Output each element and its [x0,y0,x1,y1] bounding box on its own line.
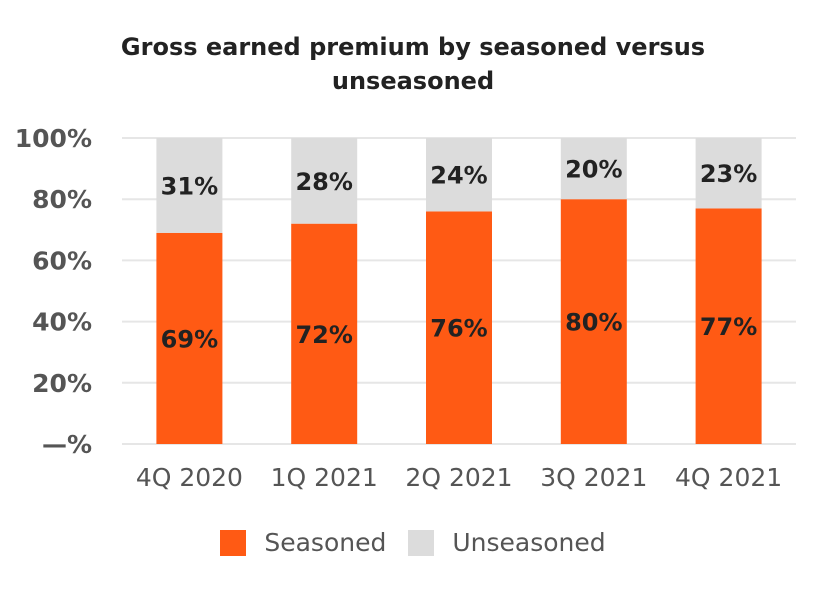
chart-title-line-1: Gross earned premium by seasoned versus [120,33,706,61]
x-tick-label: 4Q 2020 [136,463,243,492]
x-tick-label: 4Q 2021 [675,463,782,492]
y-tick-label: 60% [32,246,92,275]
legend-label-unseasoned: Unseasoned [452,528,606,557]
bar-unseasoned [291,138,358,224]
y-axis-ticks: —% 20% 40% 60% 80% 100% [15,124,92,459]
y-tick-label: —% [42,430,92,459]
bar-seasoned [560,199,627,444]
data-label: 72% [295,321,352,349]
x-tick-label: 3Q 2021 [540,463,647,492]
y-tick-label: 40% [32,308,92,337]
chart-title: Gross earned premium by seasoned versus … [0,30,826,98]
data-labels: 69% 31% 72% 28% 76% 24% 80% 20% 77% 23% [161,156,758,354]
data-label: 31% [161,172,218,200]
bar-seasoned [156,232,223,444]
bar-unseasoned [156,138,223,233]
legend-swatch-unseasoned [408,529,435,556]
legend-swatch-seasoned [220,529,247,556]
data-label: 28% [295,168,352,196]
data-label: 69% [161,325,218,353]
data-label: 77% [700,313,757,341]
data-label: 80% [565,309,622,337]
y-tick-label: 100% [15,124,92,153]
bar-unseasoned [560,138,627,200]
y-tick-label: 20% [32,369,92,398]
legend-item-seasoned: Seasoned [220,528,386,557]
bars [156,138,762,444]
data-label: 23% [700,160,757,188]
bar-unseasoned [426,138,492,212]
data-label: 20% [565,156,622,184]
legend: Seasoned Unseasoned [0,528,826,557]
y-tick-label: 80% [32,185,92,214]
x-tick-label: 1Q 2021 [271,463,378,492]
legend-item-unseasoned: Unseasoned [408,528,606,557]
data-label: 76% [430,315,487,343]
bar-unseasoned [695,138,762,209]
x-axis-ticks: 4Q 2020 1Q 2021 2Q 2021 3Q 2021 4Q 2021 [136,463,782,492]
bar-seasoned [291,223,358,444]
legend-label-seasoned: Seasoned [264,528,387,557]
data-label: 24% [430,162,487,190]
bar-seasoned [695,208,762,444]
chart-title-line-2: unseasoned [331,67,495,95]
x-tick-label: 2Q 2021 [405,463,512,492]
bar-seasoned [426,211,492,444]
